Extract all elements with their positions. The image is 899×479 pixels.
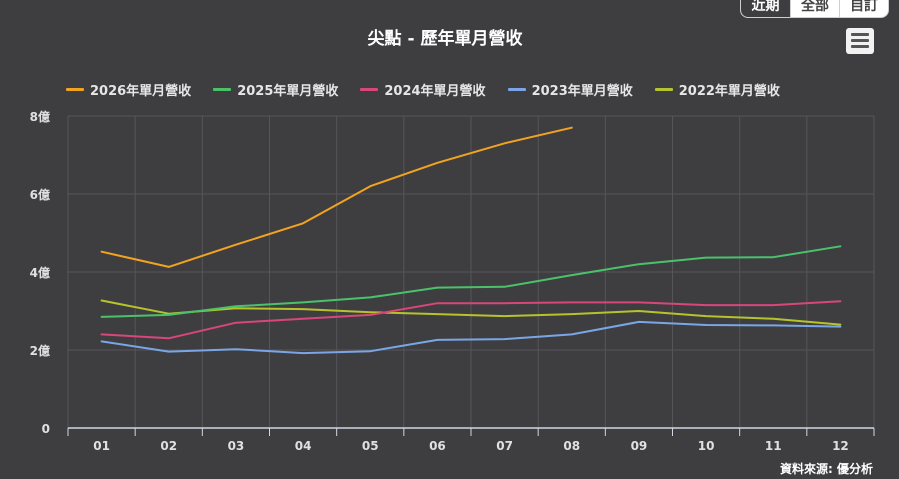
legend-label-2024: 2024年單月營收 xyxy=(384,84,486,99)
legend-item-2026[interactable]: 2026年單月營收 xyxy=(66,80,191,99)
hamburger-menu-icon[interactable] xyxy=(846,28,874,54)
tab-all[interactable]: 全部 xyxy=(790,0,839,17)
legend-item-2024[interactable]: 2024年單月營收 xyxy=(360,80,486,99)
y-tick-label: 8億 xyxy=(30,109,50,124)
y-tick-label: 6億 xyxy=(30,187,50,202)
x-tick-label: 08 xyxy=(563,439,580,453)
legend-swatch-2023 xyxy=(507,88,526,91)
series-line-2024年單月營收 xyxy=(100,300,842,340)
series-line-2026年單月營收 xyxy=(100,126,573,268)
range-tab-group: 近期 全部 自訂 xyxy=(740,0,889,18)
legend-swatch-2026 xyxy=(66,88,84,91)
x-tick-label: 04 xyxy=(295,439,312,453)
x-tick-label: 02 xyxy=(160,439,177,453)
legend-label-2023: 2023年單月營收 xyxy=(531,84,633,99)
legend-label-2025: 2025年單月營收 xyxy=(237,84,339,99)
legend-item-2022[interactable]: 2022年單月營收 xyxy=(654,80,780,99)
legend-item-2025[interactable]: 2025年單月營收 xyxy=(213,80,338,99)
x-tick-label: 05 xyxy=(362,439,379,453)
tab-custom[interactable]: 自訂 xyxy=(839,0,888,17)
y-tick-label: 0 xyxy=(42,422,50,436)
series-line-2023年單月營收 xyxy=(100,320,842,355)
x-tick-label: 03 xyxy=(228,439,245,453)
tab-recent[interactable]: 近期 xyxy=(741,0,790,17)
x-tick-label: 07 xyxy=(496,439,513,453)
chart-legend: 2026年單月營收 2025年單月營收 2024年單月營收 2023年單月營收 … xyxy=(66,80,802,99)
legend-label-2022: 2022年單月營收 xyxy=(678,84,780,99)
chart-title: 尖點 - 歷年單月營收 xyxy=(367,29,523,49)
x-tick-label: 11 xyxy=(765,439,782,453)
series-line-2025年單月營收 xyxy=(100,245,842,318)
y-tick-label: 4億 xyxy=(30,265,50,280)
y-tick-label: 2億 xyxy=(30,343,50,358)
data-source-credit: 資料來源: 優分析 xyxy=(780,462,873,476)
legend-swatch-2022 xyxy=(654,88,673,91)
legend-swatch-2025 xyxy=(213,88,232,91)
x-tick-label: 06 xyxy=(429,439,446,453)
legend-swatch-2024 xyxy=(360,88,379,91)
x-tick-label: 10 xyxy=(698,439,715,453)
legend-label-2026: 2026年單月營收 xyxy=(90,84,192,99)
x-tick-label: 12 xyxy=(832,439,849,453)
x-tick-label: 09 xyxy=(631,439,648,453)
legend-item-2023[interactable]: 2023年單月營收 xyxy=(507,80,633,99)
series-line-2022年單月營收 xyxy=(100,299,842,326)
x-tick-label: 01 xyxy=(93,439,110,453)
